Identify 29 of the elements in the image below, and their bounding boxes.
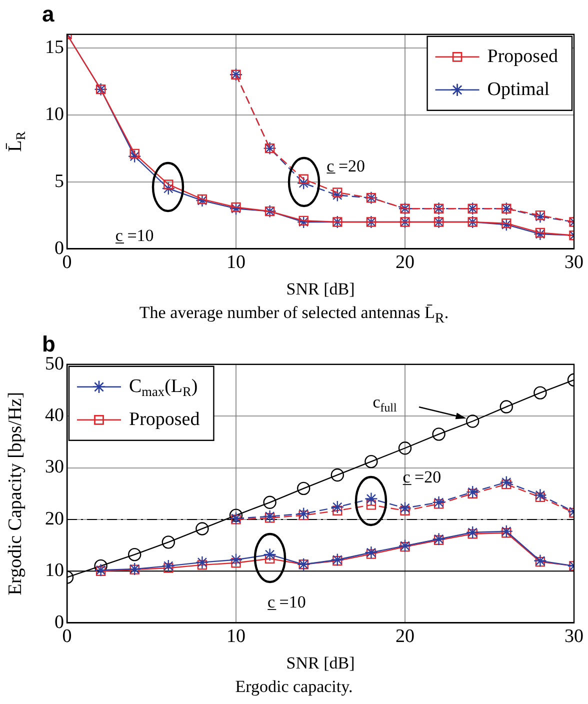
- y-tick-label: 30: [45, 456, 64, 478]
- y-tick-label: 5: [54, 170, 64, 192]
- x-tick-label: 20: [396, 252, 414, 274]
- x-tick-label: 10: [226, 252, 246, 274]
- annotation: c̲ =10: [114, 226, 154, 246]
- annotation: c̲ =10: [266, 592, 306, 612]
- y-axis-title: L̄R: [4, 131, 28, 152]
- annotation: c̲ =20: [326, 156, 366, 176]
- y-tick-label: 15: [45, 36, 64, 58]
- annotation: c̲ =20: [402, 468, 442, 487]
- x-tick-label: 10: [226, 626, 246, 648]
- x-tick-label: 20: [396, 626, 414, 648]
- text: The average number of selected antennas L̄$_{R}$.: [138, 302, 450, 328]
- y-tick-label: 20: [45, 508, 64, 530]
- legend-label: Optimal: [487, 78, 550, 100]
- chart-title: a: [42, 1, 55, 26]
- y-tick-label: 10: [45, 560, 64, 582]
- x-tick-label: 30: [564, 252, 584, 274]
- x-axis-title: SNR [dB]: [286, 279, 355, 298]
- text: Ergodic capacity.: [234, 676, 354, 698]
- y-tick-label: 10: [45, 104, 64, 125]
- x-tick-label: 30: [564, 626, 584, 648]
- legend-label: Proposed: [487, 46, 558, 67]
- y-tick-label: 0: [54, 612, 64, 633]
- y-tick-label: 0: [54, 238, 64, 259]
- y-tick-label: 40: [45, 405, 64, 426]
- legend-label: Proposed: [129, 408, 200, 430]
- x-axis-title: SNR [dB]: [286, 653, 355, 672]
- y-axis-title: Ergodic Capacity [bps/Hz]: [4, 392, 26, 596]
